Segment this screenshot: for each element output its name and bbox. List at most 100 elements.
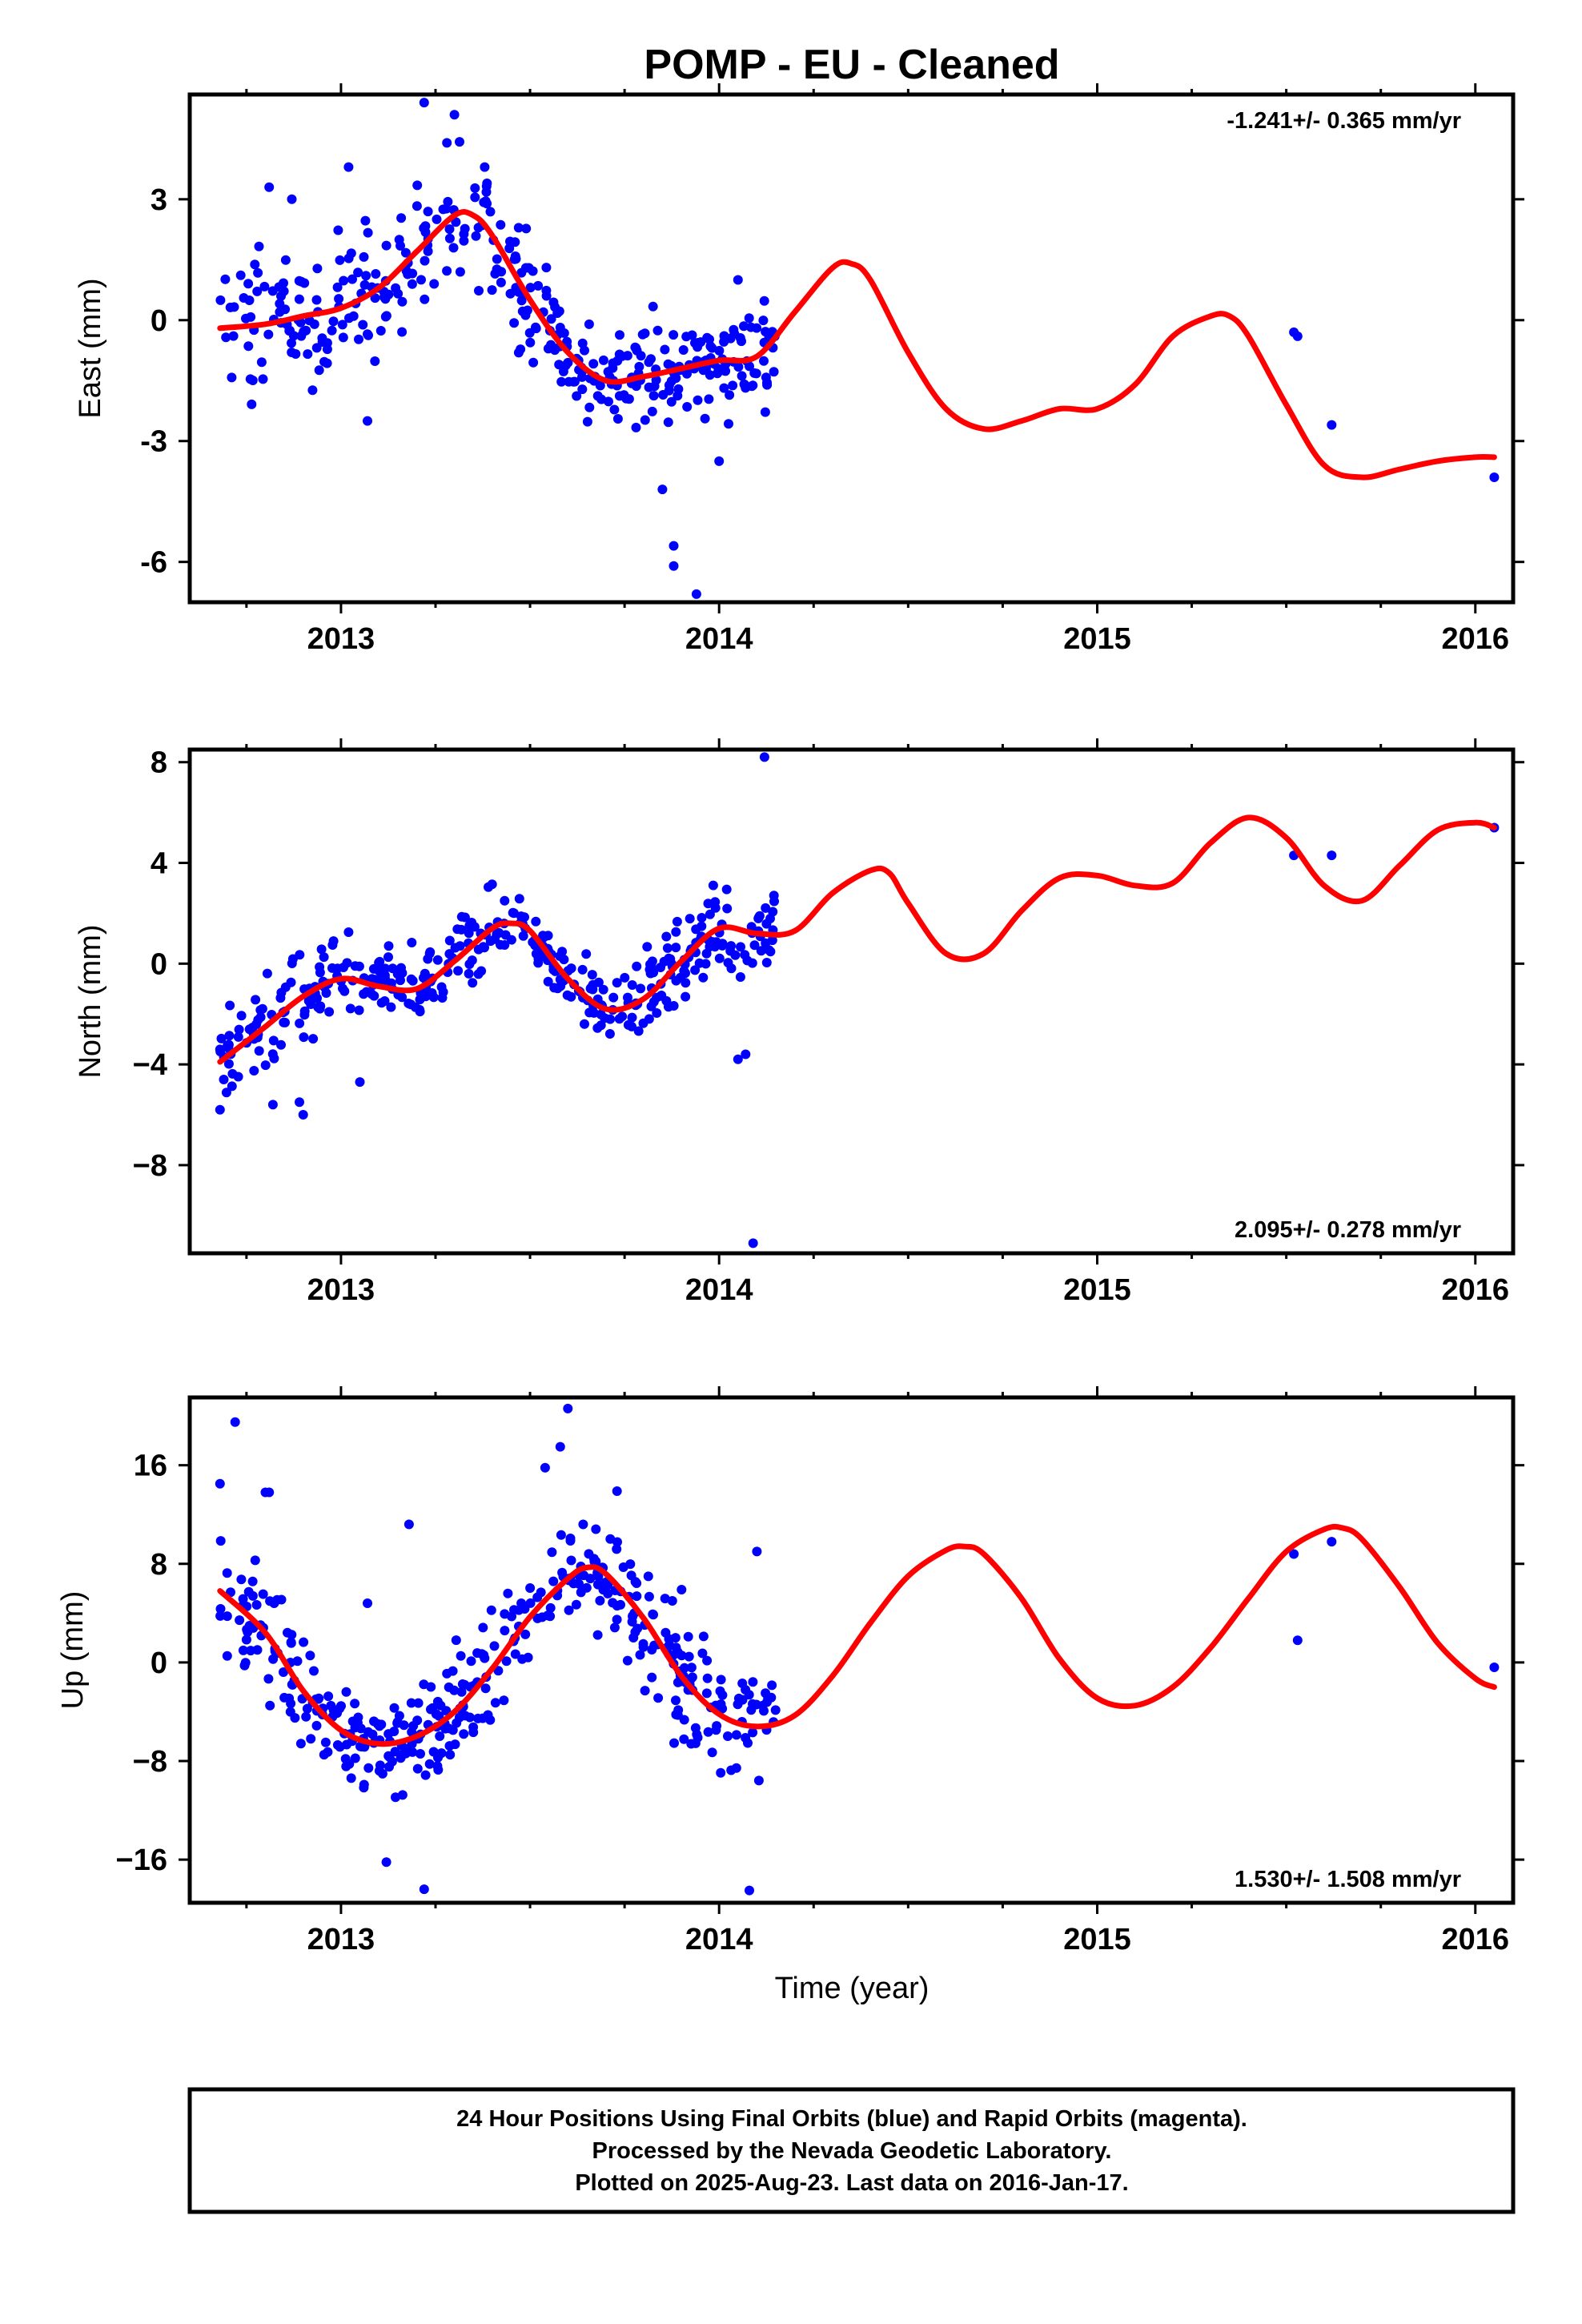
data-point (660, 344, 670, 355)
data-point (748, 1238, 758, 1248)
data-point (290, 1713, 300, 1723)
data-point (733, 362, 744, 372)
data-point (596, 1009, 606, 1019)
footer-line-3: Plotted on 2025-Aug-23. Last data on 201… (575, 2170, 1128, 2196)
data-point (686, 1663, 697, 1673)
data-point (697, 913, 707, 923)
data-point (253, 1015, 263, 1025)
rate-annotation: 1.530+/- 1.508 mm/yr (1235, 1867, 1461, 1892)
data-point (762, 380, 773, 390)
x-tick-label: 2014 (685, 1923, 753, 1956)
data-point (741, 1049, 751, 1059)
data-point (500, 1626, 510, 1636)
data-point (555, 1441, 565, 1452)
data-point (627, 1012, 637, 1023)
data-point (1327, 850, 1337, 861)
y-axis-label: North (mm) (74, 924, 107, 1078)
data-point (656, 963, 665, 972)
east-panel: 2013 2014 2015 2016 -6 -3 0 3 East (mm) -1.241+/-… (74, 83, 1524, 656)
data-point (442, 138, 452, 148)
data-point (239, 293, 249, 303)
data-point (669, 1738, 679, 1748)
data-point (387, 1756, 397, 1767)
y-tick-label: −4 (133, 1048, 167, 1082)
data-point (672, 916, 682, 927)
data-point (354, 1005, 364, 1015)
data-point (584, 319, 594, 329)
data-point (593, 977, 604, 987)
data-point (598, 355, 608, 365)
data-point (423, 246, 433, 256)
data-point (1289, 1549, 1299, 1559)
data-point (227, 1081, 237, 1092)
data-point (514, 894, 524, 904)
data-point (759, 356, 769, 366)
data-point (492, 254, 502, 264)
data-point (589, 1556, 600, 1566)
data-point (736, 942, 745, 952)
data-point (275, 307, 285, 317)
data-point (716, 1767, 726, 1778)
data-point (307, 385, 318, 396)
data-point (679, 1734, 689, 1744)
data-point (383, 941, 394, 951)
plot-frame (187, 92, 1516, 605)
data-point (681, 991, 691, 1002)
data-point (280, 982, 291, 992)
data-point (339, 963, 348, 972)
data-point (630, 1577, 640, 1587)
data-point (235, 270, 246, 280)
data-point (748, 1727, 758, 1738)
data-point (361, 271, 371, 281)
data-point (383, 952, 393, 963)
data-point (726, 1765, 737, 1775)
data-point (603, 367, 613, 377)
data-point (451, 217, 461, 227)
data-point (404, 1519, 414, 1530)
data-point (545, 1611, 556, 1622)
data-point (262, 968, 272, 979)
data-point (612, 978, 622, 988)
data-point (748, 1677, 758, 1687)
data-point (531, 916, 541, 927)
data-point (500, 895, 510, 906)
x-tick-label: 2016 (1441, 1273, 1509, 1307)
data-point (350, 961, 360, 971)
data-point (584, 1549, 594, 1559)
data-point (525, 337, 536, 348)
data-point (444, 949, 455, 959)
data-point (403, 269, 413, 279)
data-point (503, 1588, 513, 1598)
data-point (677, 1585, 687, 1594)
data-point (350, 1723, 360, 1733)
data-point (612, 414, 623, 424)
data-point (459, 1729, 469, 1739)
data-point (426, 1682, 436, 1692)
data-point (1489, 472, 1500, 482)
data-point (343, 927, 354, 937)
data-point (492, 929, 502, 939)
data-point (389, 1703, 400, 1713)
data-point (279, 1667, 288, 1677)
data-point (697, 921, 707, 931)
data-point (243, 341, 254, 352)
x-axis-label: Time (year) (775, 1972, 930, 2005)
data-point (541, 285, 552, 296)
data-point (287, 1630, 297, 1640)
data-point (640, 415, 650, 425)
data-point (319, 356, 329, 367)
y-tick-label: −8 (133, 1745, 167, 1779)
data-point (334, 294, 344, 304)
data-point (612, 1486, 622, 1496)
data-point (467, 955, 477, 966)
data-point (702, 1673, 713, 1683)
data-point (484, 882, 493, 892)
north-panel: 2013 2014 2015 2016 −8 −4 0 4 8 North (mm) 2.095+/… (74, 738, 1524, 1307)
data-point (323, 1691, 334, 1702)
data-point (740, 950, 750, 960)
data-point (571, 1599, 581, 1610)
data-point (332, 282, 343, 292)
data-point (496, 277, 506, 287)
data-point (735, 972, 745, 982)
data-point (728, 380, 738, 391)
